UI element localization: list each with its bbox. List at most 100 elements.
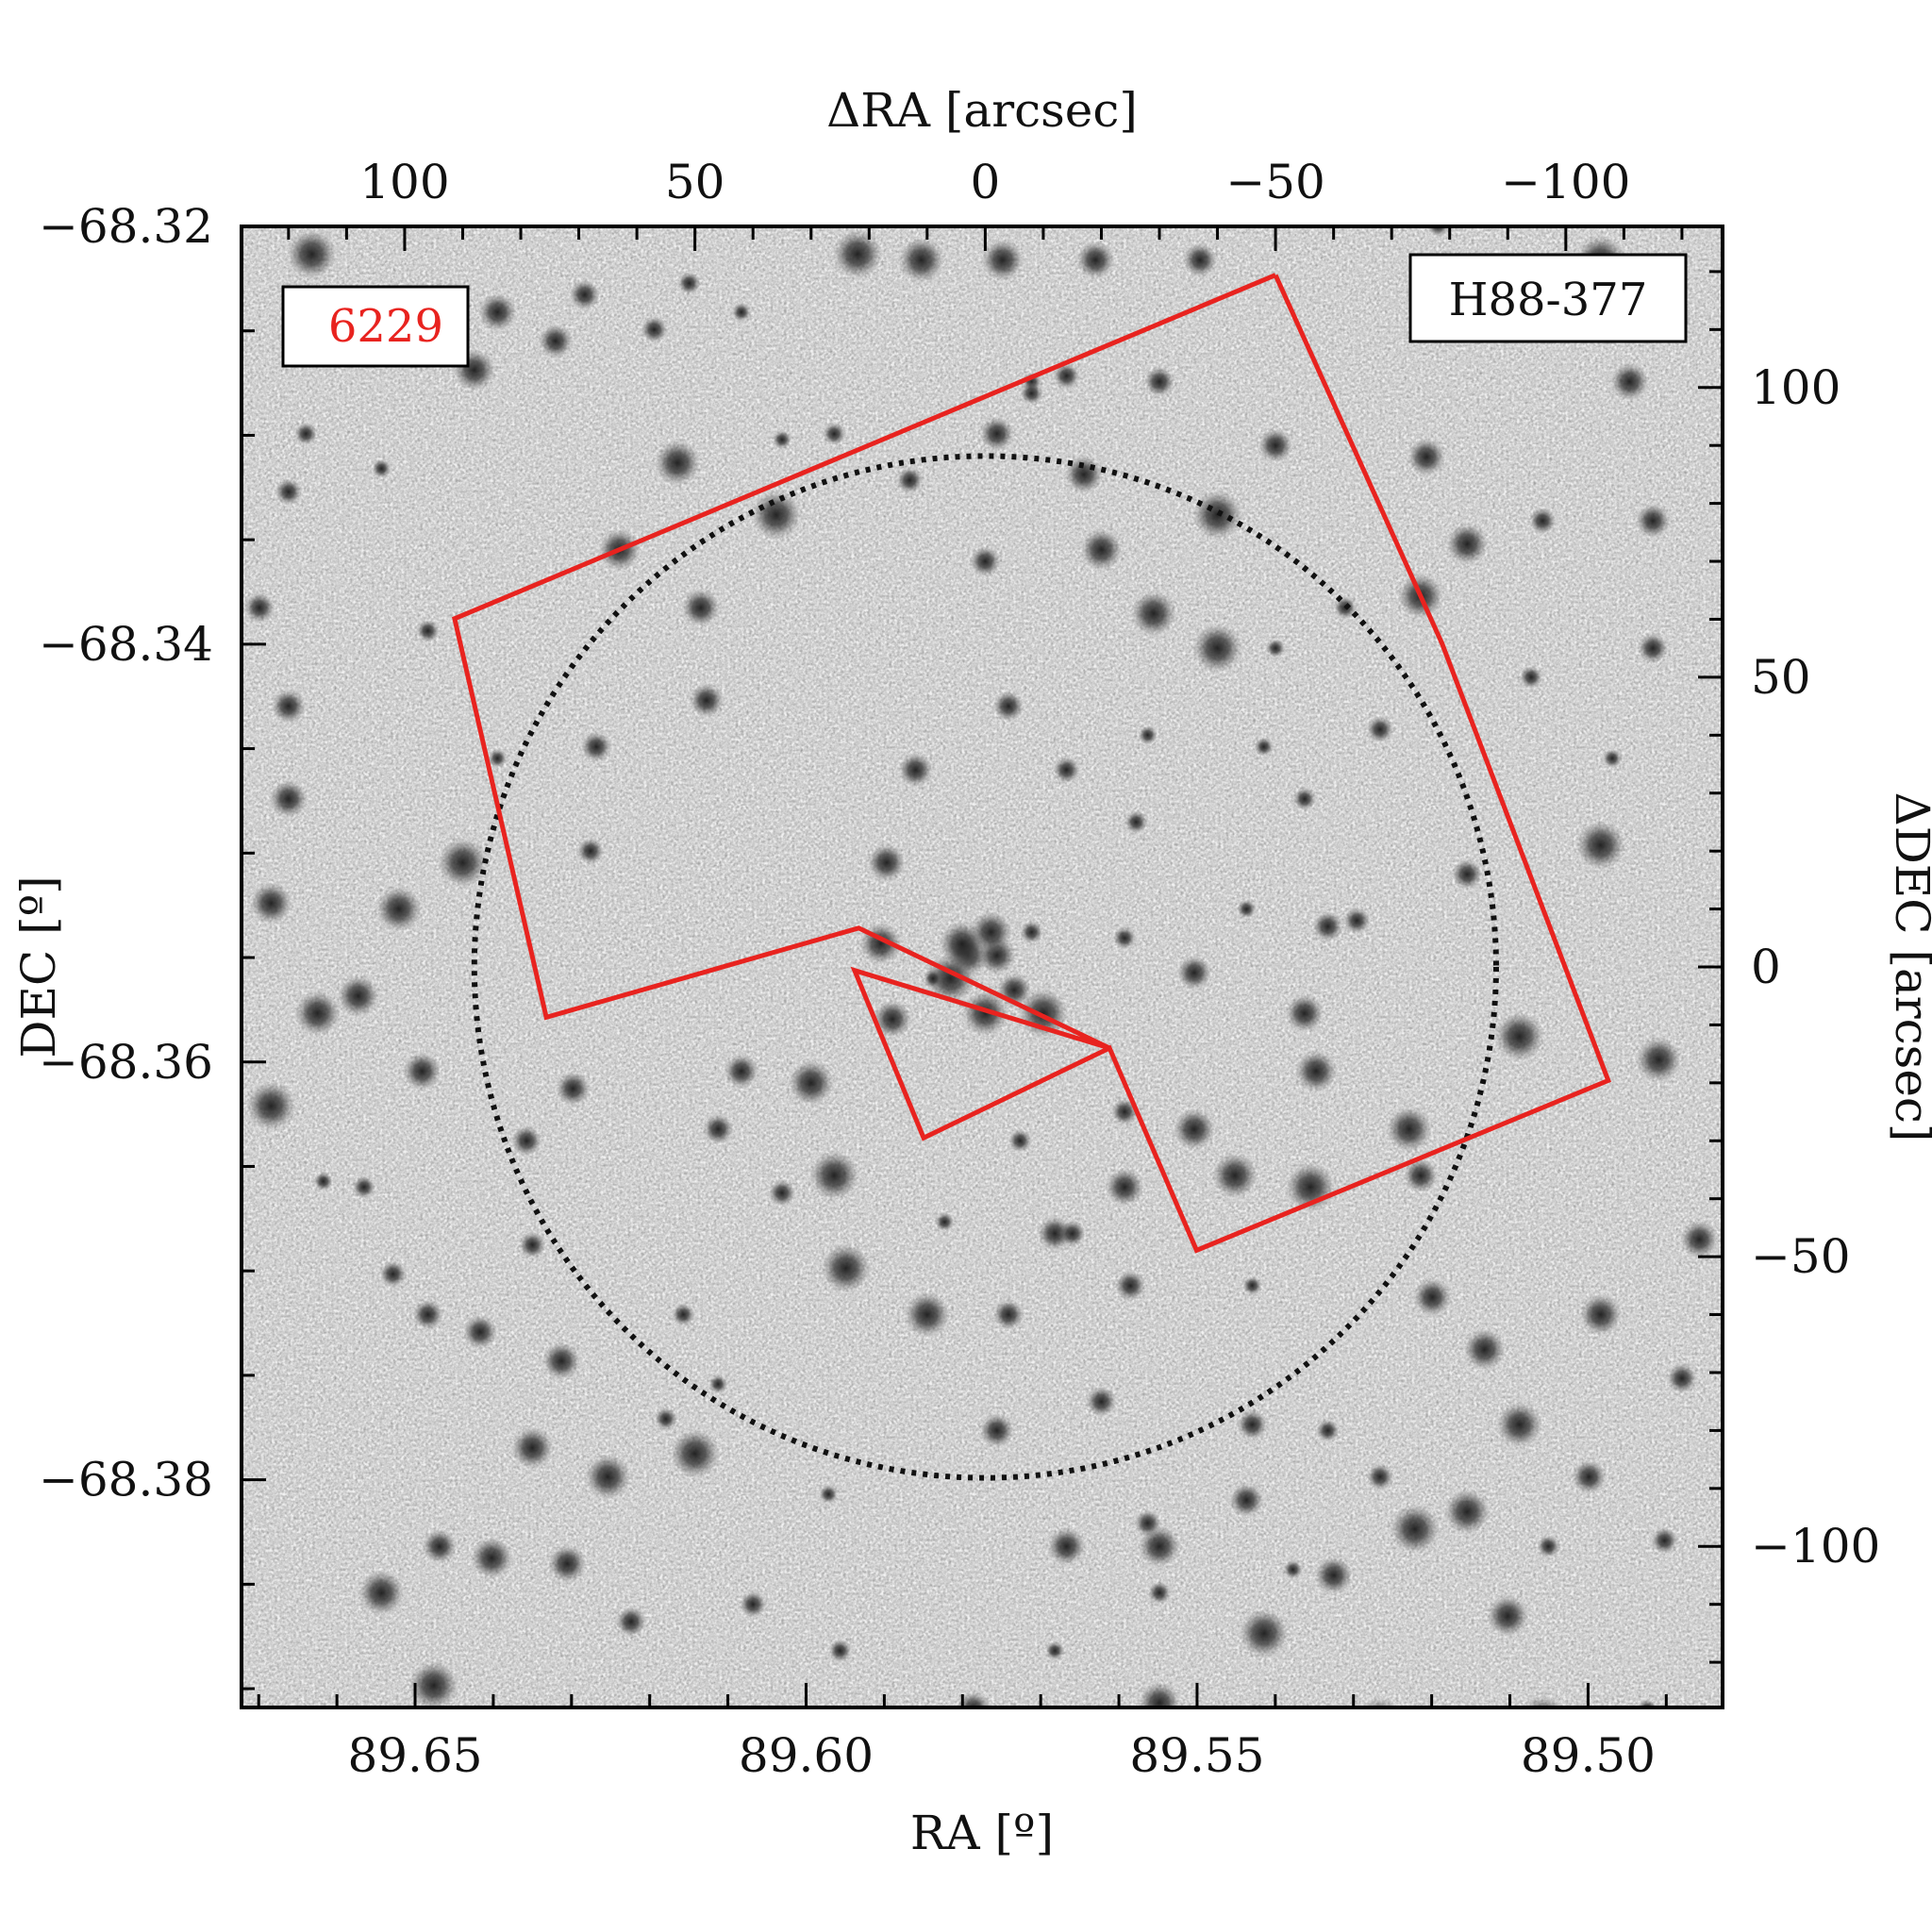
star [1292,787,1316,810]
left-axis: −68.32 −68.34 −68.36 −68.38 DEC [º] [11,199,213,1507]
star [1413,1278,1452,1317]
star [412,1299,443,1330]
star [1575,821,1625,871]
star [809,1151,859,1201]
star [1020,381,1043,405]
star [935,1212,955,1232]
bottom-axis-title: RA [º] [910,1806,1054,1860]
object-name-box: H88-377 [1408,253,1688,343]
star [358,1570,405,1616]
star [1452,858,1483,890]
star [511,1125,542,1157]
star [993,1299,1024,1330]
star [352,1175,375,1199]
star [1603,748,1623,768]
star [1239,1608,1289,1658]
star [462,1314,497,1349]
star [1229,1483,1264,1518]
plot-area [242,226,1723,1793]
star [981,239,1024,281]
star [1366,1463,1393,1491]
right-tick-label: −100 [1751,1519,1880,1574]
star [896,467,924,494]
bottom-tick-label: 89.65 [347,1728,482,1783]
star [979,1413,1014,1448]
star [287,229,337,279]
star [337,974,379,1017]
top-tick-label: −50 [1225,155,1325,209]
right-tick-label: 100 [1751,360,1840,415]
star [519,1231,546,1258]
star [1113,926,1137,950]
aperture-circle [471,453,1499,1481]
star [1138,725,1158,745]
star [1319,1763,1349,1793]
star [1148,1581,1172,1605]
star [979,416,1014,451]
star [1444,1489,1491,1535]
star [548,1544,587,1583]
left-axis-title: DEC [º] [11,875,66,1058]
star [1610,362,1649,401]
star [294,991,341,1037]
star [294,422,318,445]
star [768,1179,795,1207]
star [641,316,668,343]
star [1426,226,1450,237]
right-axis: 100 50 0 −50 −100 ΔDEC [arcsec] [1751,360,1932,1574]
star [1579,1293,1622,1336]
bottom-tick-label: 89.55 [1129,1728,1264,1783]
star [957,1691,991,1707]
star-field [244,226,1719,1793]
star [1666,1363,1697,1394]
object-name-box-frame [1408,253,1688,343]
star [1463,1328,1506,1371]
star [1192,624,1242,674]
star [689,683,724,718]
star [828,1639,852,1662]
star [1638,633,1669,664]
star [1390,1504,1440,1554]
star [615,1607,646,1638]
star [1254,737,1274,757]
star [1446,523,1489,565]
star [1173,1108,1215,1150]
star [1407,438,1446,476]
star [1295,1050,1338,1092]
star [1183,242,1218,277]
star [438,838,488,888]
star [313,1172,333,1191]
star [244,592,275,624]
star [1086,1386,1117,1417]
star [1111,1098,1139,1125]
star [379,1260,407,1288]
star [574,1709,596,1732]
star [1020,921,1043,944]
hst-footprint-outline [451,273,1612,1254]
star [1266,639,1286,658]
plot-frame [240,225,1724,1709]
left-tick-label: −68.36 [39,1035,213,1090]
star [1386,1106,1432,1152]
right-axis-title: ΔDEC [arcsec] [1885,792,1932,1142]
star [585,1454,631,1500]
star [1144,366,1175,397]
star [1314,1556,1353,1594]
star [681,589,720,627]
star [1283,1559,1303,1579]
star [569,279,600,310]
star [372,458,391,478]
star [1124,810,1148,834]
star [1134,1509,1161,1537]
star [1237,1409,1268,1441]
star [703,1113,734,1144]
top-tick-label: 0 [970,155,1000,209]
star [500,1734,519,1753]
top-tick-label: 50 [665,155,725,209]
star [1316,1419,1340,1442]
star [576,838,604,865]
star [1487,1594,1529,1637]
top-tick-label: −100 [1501,155,1630,209]
star [1053,362,1080,390]
